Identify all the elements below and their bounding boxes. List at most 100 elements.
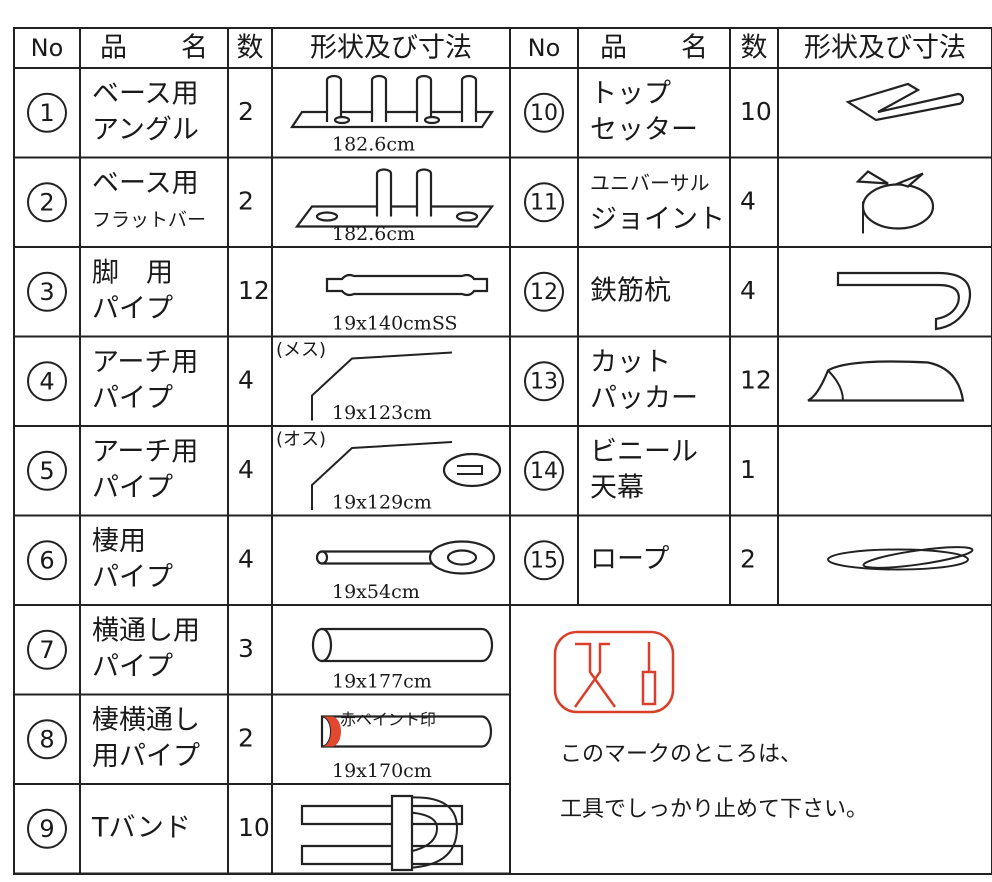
number-circle <box>524 361 564 402</box>
shape-part <box>375 168 393 217</box>
shape-drawing <box>311 351 453 421</box>
quantity: 2 <box>238 723 254 752</box>
item-name: ベース用 <box>92 168 199 199</box>
header-cell: 品 名 <box>600 33 708 64</box>
shape-part <box>320 627 494 663</box>
quantity: 4 <box>238 365 254 394</box>
shape-part <box>423 115 441 125</box>
number-circle <box>524 450 564 491</box>
quantity: 2 <box>238 97 254 126</box>
number-circle <box>27 719 67 760</box>
shape-part <box>401 811 439 854</box>
note-text: このマークのところは、 <box>560 742 802 767</box>
row-number: 4 <box>39 367 54 395</box>
pliers <box>575 642 617 708</box>
row-number: 10 <box>530 101 558 126</box>
number-circle <box>27 629 67 670</box>
number-circle <box>524 540 564 581</box>
shape-part <box>836 271 972 331</box>
item-name: アーチ用 <box>92 347 198 378</box>
item-name: カット <box>590 347 671 378</box>
row-number: 2 <box>39 188 54 216</box>
dimension: 19x123cm <box>332 402 432 424</box>
item-name: 脚 用 <box>92 257 173 288</box>
shape-note: (メス) <box>276 340 326 361</box>
shape-part <box>401 796 459 869</box>
item-name: パイプ <box>92 383 173 414</box>
shape-drawing <box>311 627 494 663</box>
item-name: パッカー <box>590 383 698 414</box>
item-name: ロープ <box>590 544 669 575</box>
number-circle <box>27 808 67 849</box>
number-circle <box>27 540 67 581</box>
item-name: アーチ用 <box>92 436 198 467</box>
number-circle <box>27 92 67 133</box>
row-number: 12 <box>530 280 558 305</box>
header-cell: 数 <box>237 33 264 64</box>
item-name: パイプ <box>92 651 173 682</box>
header-cell: 品 名 <box>100 33 208 64</box>
shape-part <box>415 168 433 217</box>
shape-part <box>370 74 388 122</box>
row-number: 3 <box>39 278 54 306</box>
dimension: 19x129cm <box>332 492 432 514</box>
number-circle <box>27 450 67 491</box>
item-name: アングル <box>92 114 199 145</box>
row-number: 1 <box>39 99 54 127</box>
row-number: 13 <box>530 369 558 394</box>
tool-mark-frame <box>553 630 675 714</box>
row-number: 6 <box>39 546 54 574</box>
shape-part <box>442 452 502 488</box>
shape-drawing <box>294 168 495 228</box>
shape-part <box>311 627 333 663</box>
quantity: 10 <box>238 813 270 842</box>
item-name: 鉄筋杭 <box>590 275 671 306</box>
quantity: 4 <box>238 455 254 484</box>
item-name: トップ <box>590 78 671 109</box>
shape-part <box>455 211 479 222</box>
shape-part <box>855 170 924 188</box>
shape-part <box>460 74 478 122</box>
item-name: 用パイプ <box>92 741 200 772</box>
note-text: 工具でしっかり止めて下さい。 <box>560 797 868 822</box>
quantity: 4 <box>740 186 756 215</box>
shape-drawing <box>845 82 965 122</box>
item-name: ユニバーサル <box>590 171 710 195</box>
item-name: 天幕 <box>590 472 644 503</box>
item-name: パイプ <box>92 562 173 593</box>
header-cell: No <box>31 34 64 62</box>
shape-part <box>861 183 935 230</box>
shape-part <box>315 550 329 565</box>
quantity: 2 <box>740 544 756 573</box>
header-cell: 形状及び寸法 <box>310 33 472 64</box>
row-number: 7 <box>39 636 54 664</box>
screwdriver <box>641 670 657 706</box>
shape-part <box>390 794 414 872</box>
quantity: 1 <box>740 455 756 484</box>
shape-part <box>862 546 974 569</box>
row-number: 14 <box>530 459 558 484</box>
dimension: 182.6cm <box>332 223 415 245</box>
shape-drawing <box>320 715 493 748</box>
number-circle <box>524 271 564 312</box>
shape-drawing <box>325 273 489 297</box>
shape-part <box>827 548 969 571</box>
shape-part <box>415 74 433 122</box>
dimension: 182.6cm <box>332 134 415 156</box>
quantity: 10 <box>740 97 772 126</box>
shape-part <box>845 82 965 122</box>
shape-drawing <box>300 794 464 872</box>
number-circle <box>27 361 67 402</box>
item-name: ビニール <box>590 436 698 467</box>
shape-drawing <box>827 546 974 571</box>
shape-part <box>320 715 493 748</box>
row-number: 5 <box>39 457 54 485</box>
quantity: 3 <box>238 634 254 663</box>
shape-part <box>807 360 965 402</box>
shape-part <box>333 115 351 125</box>
number-circle <box>524 92 564 133</box>
header-cell: 数 <box>741 33 768 64</box>
shape-note: (オス) <box>276 429 326 450</box>
dimension: 19x177cm <box>332 671 432 693</box>
